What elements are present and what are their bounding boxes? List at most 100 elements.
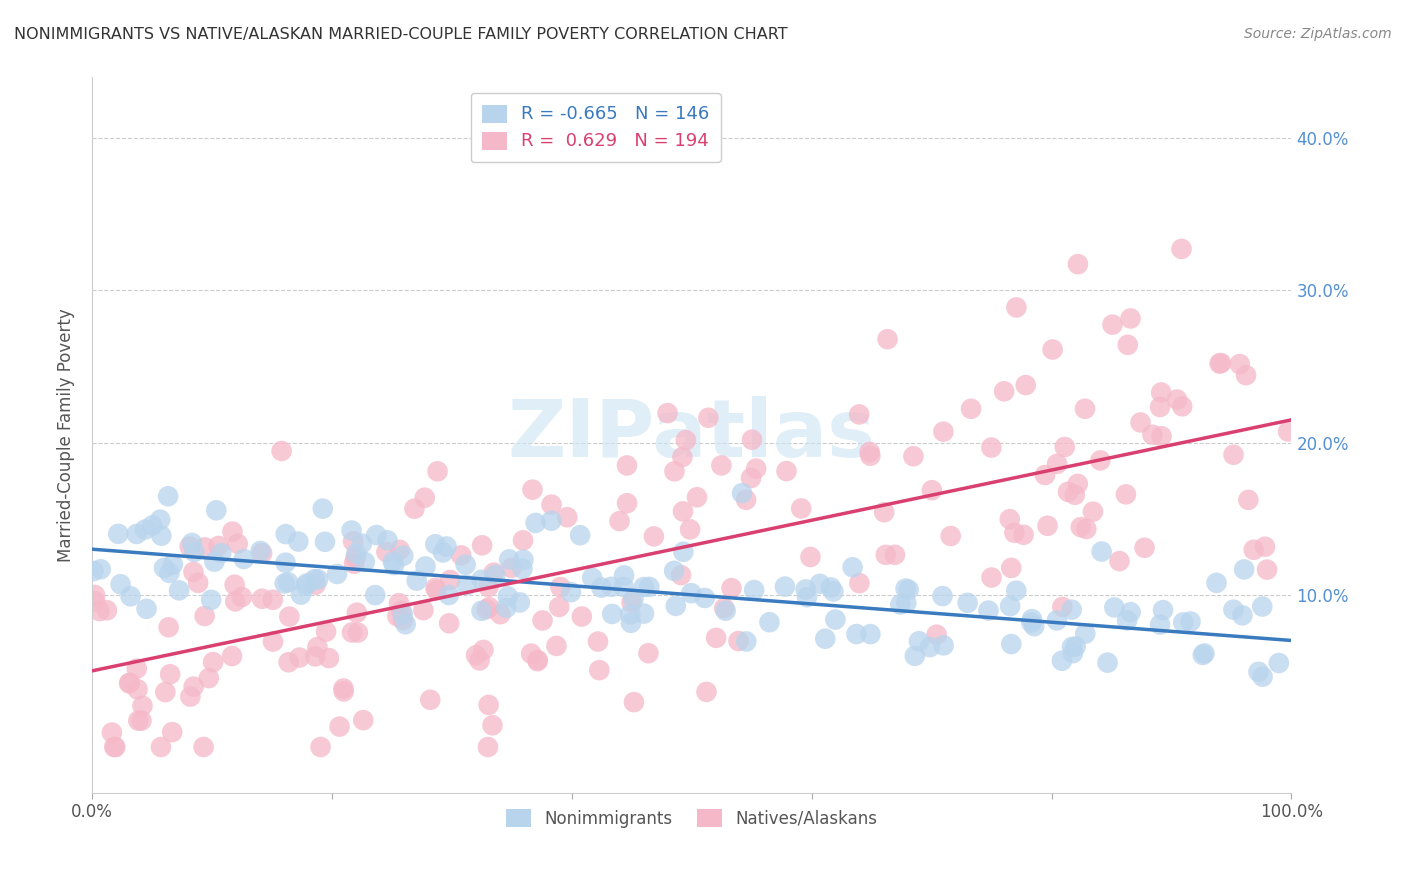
Point (404, 501, 426, 516)
Point (304, 578, 326, 592)
Point (824, 613, 846, 627)
Point (207, 539, 229, 553)
Point (876, 332, 898, 346)
Point (1229, 357, 1251, 371)
Point (1251, 670, 1274, 684)
Point (509, 595, 531, 609)
Point (672, 545, 695, 559)
Point (613, 568, 636, 582)
Point (820, 581, 842, 595)
Y-axis label: Married-Couple Family Poverty: Married-Couple Family Poverty (58, 308, 75, 562)
Point (896, 596, 918, 610)
Point (342, 534, 364, 549)
Point (249, 544, 271, 558)
Point (304, 649, 326, 664)
Point (512, 553, 534, 567)
Point (295, 576, 318, 591)
Point (475, 602, 498, 616)
Point (1064, 640, 1087, 654)
Point (571, 609, 593, 624)
Point (889, 598, 911, 612)
Point (1180, 615, 1202, 629)
Point (107, 526, 129, 541)
Point (841, 560, 863, 574)
Point (814, 632, 837, 646)
Point (619, 607, 641, 622)
Point (526, 654, 548, 668)
Point (875, 548, 897, 562)
Point (550, 580, 572, 594)
Point (344, 550, 367, 565)
Point (918, 640, 941, 654)
Point (224, 578, 246, 592)
Point (312, 501, 335, 516)
Point (742, 583, 765, 598)
Point (643, 529, 665, 543)
Point (221, 524, 243, 539)
Point (1005, 583, 1028, 598)
Point (412, 603, 434, 617)
Point (560, 585, 582, 599)
Point (226, 537, 249, 551)
Point (522, 483, 544, 497)
Point (1222, 448, 1244, 462)
Point (1209, 356, 1232, 370)
Point (157, 620, 180, 634)
Point (1036, 518, 1059, 533)
Point (1097, 656, 1119, 670)
Point (470, 604, 492, 618)
Point (501, 561, 523, 575)
Point (200, 593, 222, 607)
Legend: Nonimmigrants, Natives/Alaskans: Nonimmigrants, Natives/Alaskans (499, 803, 884, 834)
Point (127, 714, 149, 728)
Point (278, 609, 301, 624)
Point (84, 594, 107, 608)
Point (1046, 613, 1069, 627)
Point (450, 549, 472, 563)
Point (273, 576, 295, 591)
Text: Source: ZipAtlas.com: Source: ZipAtlas.com (1244, 27, 1392, 41)
Point (623, 592, 645, 607)
Point (478, 698, 501, 712)
Point (1067, 476, 1090, 491)
Point (671, 450, 693, 464)
Point (274, 556, 297, 570)
Point (1101, 318, 1123, 332)
Point (1000, 561, 1022, 575)
Point (343, 557, 366, 571)
Point (714, 604, 737, 618)
Point (167, 583, 190, 598)
Point (848, 408, 870, 422)
Point (205, 503, 228, 517)
Point (309, 739, 332, 754)
Point (202, 555, 225, 569)
Point (277, 655, 299, 669)
Point (1060, 640, 1083, 654)
Point (633, 580, 655, 594)
Point (998, 599, 1021, 613)
Point (657, 406, 679, 420)
Point (993, 384, 1015, 399)
Text: NONIMMIGRANTS VS NATIVE/ALASKAN MARRIED-COUPLE FAMILY POVERTY CORRELATION CHART: NONIMMIGRANTS VS NATIVE/ALASKAN MARRIED-… (14, 27, 787, 42)
Point (637, 646, 659, 660)
Point (1015, 378, 1038, 392)
Point (512, 533, 534, 548)
Point (352, 713, 374, 727)
Point (437, 588, 460, 602)
Point (415, 559, 437, 574)
Point (794, 582, 817, 597)
Point (1247, 665, 1270, 679)
Point (389, 604, 412, 618)
Point (318, 651, 340, 665)
Point (1033, 468, 1056, 483)
Point (931, 589, 953, 603)
Point (904, 648, 927, 663)
Point (432, 545, 454, 559)
Point (150, 529, 173, 543)
Point (288, 650, 311, 665)
Point (141, 518, 163, 533)
Point (1234, 368, 1257, 383)
Point (250, 546, 273, 560)
Point (1074, 626, 1097, 640)
Point (104, 739, 127, 754)
